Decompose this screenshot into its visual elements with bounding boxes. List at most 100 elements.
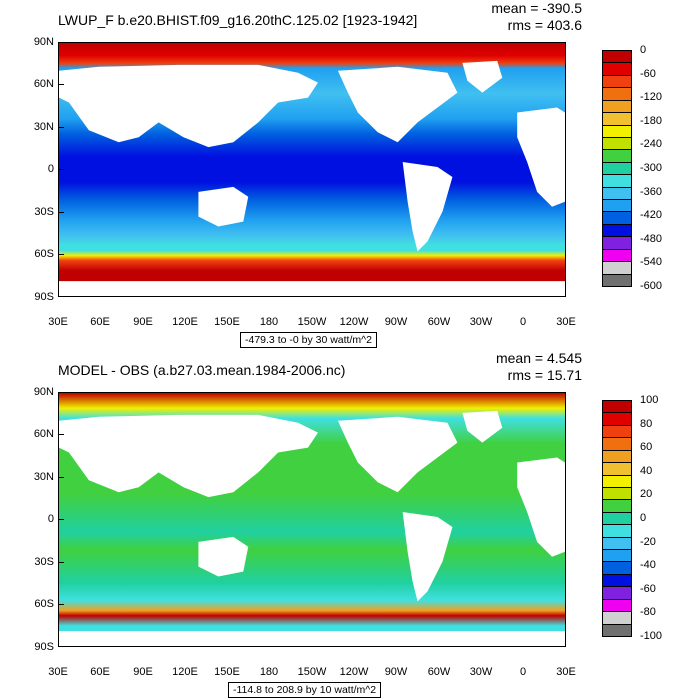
colorbar xyxy=(602,50,632,287)
lat-tick xyxy=(58,169,64,170)
panel-title: MODEL - OBS (a.b27.03.mean.1984-2006.nc) xyxy=(58,362,346,378)
lat-label: 0 xyxy=(47,163,54,175)
lon-label: 180 xyxy=(259,316,279,328)
lon-label: 90E xyxy=(133,666,153,678)
colorbar-label: -480 xyxy=(640,232,663,245)
colorbar-swatch xyxy=(602,611,632,625)
colorbar-label: 60 xyxy=(640,441,653,454)
south-america-land xyxy=(402,512,453,602)
colorbar-swatch xyxy=(602,136,632,151)
colorbar-label: -540 xyxy=(640,256,663,269)
lon-label: 150E xyxy=(214,666,240,678)
lon-label: 30E xyxy=(556,316,576,328)
colorbar-label: -80 xyxy=(640,606,656,619)
lat-label: 90N xyxy=(33,386,54,398)
colorbar-swatch xyxy=(602,511,632,526)
colorbar-swatch xyxy=(602,561,632,575)
lat-label: 60N xyxy=(33,428,54,440)
lat-label: 60S xyxy=(34,248,54,260)
colorbar-label: -20 xyxy=(640,535,656,548)
lat-tick xyxy=(58,562,64,563)
top-map-panel: LWUP_F b.e20.BHIST.f09_g16.20thC.125.02 … xyxy=(33,0,663,348)
contour-info-label: -479.3 to -0 by 30 watt/m^2 xyxy=(240,332,377,348)
colorbar-label: -300 xyxy=(640,162,663,174)
colorbar-swatch xyxy=(602,99,632,114)
colorbar-swatch xyxy=(602,424,632,439)
colorbar-label: -360 xyxy=(640,185,663,198)
lat-tick xyxy=(58,519,64,520)
lon-label: 30W xyxy=(469,666,493,678)
land-mask xyxy=(59,60,565,296)
land-mask xyxy=(59,410,565,646)
south-america-land xyxy=(402,162,453,252)
antarctica-land xyxy=(59,631,565,646)
lon-label: 30E xyxy=(48,666,68,678)
colorbar-swatch xyxy=(602,236,632,250)
antarctica-land xyxy=(59,281,565,296)
colorbar-swatch xyxy=(602,273,632,287)
colorbar-swatch xyxy=(602,248,632,263)
lon-label: 60W xyxy=(427,316,451,328)
north-america-land xyxy=(337,416,458,493)
lon-label: 120E xyxy=(172,316,198,328)
rms-label: rms = 403.6 xyxy=(507,17,582,33)
rms-label: rms = 15.71 xyxy=(507,367,582,383)
colorbar-swatch xyxy=(602,549,632,563)
lat-tick xyxy=(58,212,64,213)
colorbar-label: -600 xyxy=(640,280,663,292)
colorbar-label: 0 xyxy=(640,512,647,524)
contour-info-label: -114.8 to 208.9 by 10 watt/m^2 xyxy=(228,682,382,698)
colorbar-swatch xyxy=(602,586,632,600)
colorbar-label: -420 xyxy=(640,209,663,222)
lat-label: 60N xyxy=(33,78,54,90)
colorbar-label: -60 xyxy=(640,67,656,80)
africa-land xyxy=(517,457,565,557)
colorbar-label: 0 xyxy=(640,44,647,56)
colorbar-swatch xyxy=(602,112,632,126)
lat-label: 0 xyxy=(47,513,54,525)
bottom-map-panel: MODEL - OBS (a.b27.03.mean.1984-2006.nc)… xyxy=(0,350,700,700)
lat-tick xyxy=(58,434,64,435)
colorbar-swatch xyxy=(602,199,632,213)
mean-label: mean = 4.545 xyxy=(495,350,582,366)
lat-label: 90N xyxy=(33,36,54,48)
colorbar-swatch xyxy=(602,261,632,275)
map-frame xyxy=(58,392,566,647)
lon-label: 30W xyxy=(469,316,493,328)
eurasia-land xyxy=(59,414,318,498)
colorbar-label: -40 xyxy=(640,559,656,572)
eurasia-land xyxy=(59,64,318,148)
colorbar-swatch xyxy=(602,87,632,101)
lon-label: 30E xyxy=(556,666,576,678)
colorbar-label: 40 xyxy=(640,464,653,477)
lon-label: 180 xyxy=(259,666,279,678)
greenland-land xyxy=(462,60,503,93)
colorbar-swatch xyxy=(602,462,632,476)
colorbar-swatch xyxy=(602,223,632,238)
lat-tick xyxy=(58,254,64,255)
panel-title: LWUP_F b.e20.BHIST.f09_g16.20thC.125.02 … xyxy=(58,12,418,28)
colorbar-swatch xyxy=(602,412,632,426)
lon-label: 60E xyxy=(90,666,110,678)
lon-label: 150W xyxy=(297,666,327,678)
lon-label: 90W xyxy=(384,666,408,678)
colorbar-label: 100 xyxy=(640,394,659,406)
lon-label: 120W xyxy=(339,316,369,328)
lon-label: 90W xyxy=(384,316,408,328)
lat-tick xyxy=(58,127,64,128)
colorbar-label: -240 xyxy=(640,138,663,151)
colorbar-label: -180 xyxy=(640,114,663,127)
lon-label: 90E xyxy=(133,316,153,328)
lon-label: 150W xyxy=(297,316,327,328)
colorbar-swatch xyxy=(602,149,632,163)
colorbar-swatch xyxy=(602,186,632,201)
colorbar xyxy=(602,400,632,637)
map-frame xyxy=(58,42,566,297)
lat-label: 30S xyxy=(34,556,54,568)
africa-land xyxy=(517,107,565,207)
lat-label: 30S xyxy=(34,206,54,218)
lon-label: 60E xyxy=(90,316,110,328)
colorbar-swatch xyxy=(602,499,632,513)
lat-tick xyxy=(58,477,64,478)
lat-label: 30N xyxy=(33,121,54,133)
